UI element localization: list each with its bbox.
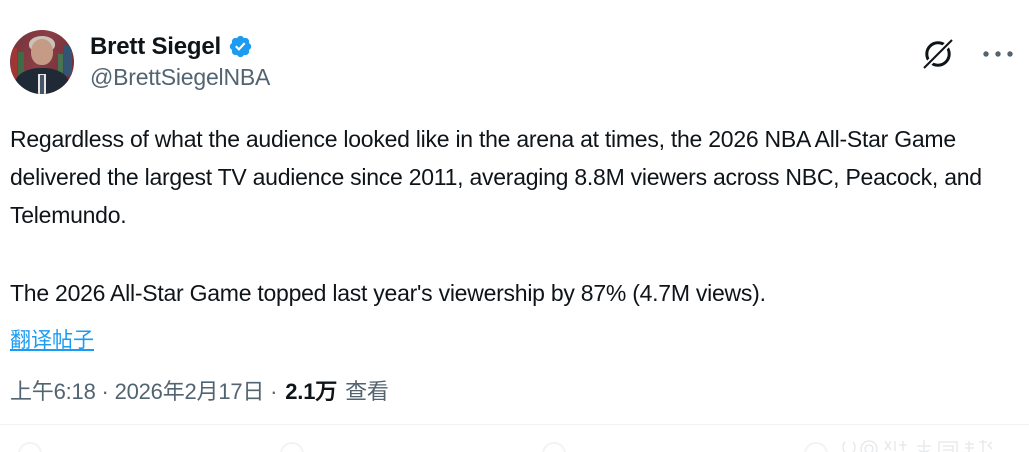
post-text-paragraph: Regardless of what the audience looked l… [10, 126, 982, 228]
grok-button[interactable] [921, 37, 955, 71]
post-text: Regardless of what the audience looked l… [10, 120, 1014, 312]
translate-post-link[interactable]: 翻译帖子 [10, 329, 94, 352]
author-handle[interactable]: @BrettSiegelNBA [90, 64, 271, 90]
verified-badge-icon [229, 35, 252, 58]
avatar-art [40, 75, 44, 94]
avatar[interactable] [10, 30, 74, 94]
post-text-paragraph: The 2026 All-Star Game topped last year'… [10, 280, 766, 306]
bookmark-button[interactable] [804, 442, 828, 452]
like-button[interactable] [542, 442, 566, 452]
post-meta: 上午6:18 · 2026年2月17日 · 2.1万 查看 [10, 374, 389, 406]
author-block: Brett Siegel @BrettSiegelNBA [90, 30, 270, 92]
action-bar-cutoff [18, 442, 828, 452]
grok-icon [921, 37, 955, 71]
repost-button[interactable] [280, 442, 304, 452]
views-label: 查看 [345, 379, 389, 404]
avatar-art [64, 46, 72, 76]
avatar-art [18, 52, 24, 78]
author-name[interactable]: Brett Siegel [90, 33, 221, 60]
watermark [842, 440, 993, 452]
avatar-art [31, 39, 53, 65]
more-button[interactable] [981, 49, 1015, 59]
avatar-art [11, 48, 17, 80]
reply-button[interactable] [18, 442, 42, 452]
header-actions [921, 30, 1015, 71]
more-icon [983, 51, 1013, 57]
post-timestamp: 上午6:18 · 2026年2月17日 · [10, 379, 278, 404]
views-count: 2.1万 [285, 379, 338, 404]
avatar-art [58, 54, 63, 76]
post-header: Brett Siegel @BrettSiegelNBA [10, 30, 1015, 94]
divider [0, 424, 1029, 425]
